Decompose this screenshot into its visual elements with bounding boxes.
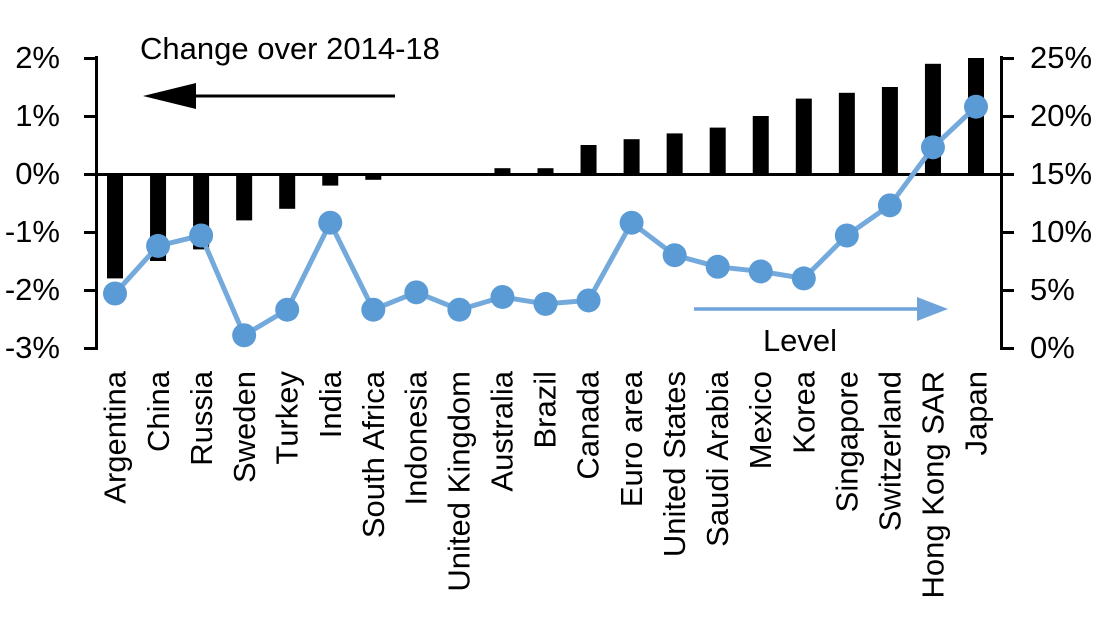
x-axis-label-Hong Kong SAR: Hong Kong SAR	[915, 371, 951, 599]
x-axis-label-Turkey: Turkey	[269, 371, 305, 465]
left-axis-tick-label: 0%	[15, 156, 60, 191]
line-marker-China	[146, 233, 171, 258]
line-marker-United States	[662, 243, 687, 268]
left-axis-tick-label: -2%	[4, 272, 60, 307]
line-marker-Canada	[576, 288, 601, 313]
line-marker-Australia	[490, 284, 515, 309]
bar-Sweden	[236, 174, 253, 221]
x-axis-label-India: India	[312, 371, 348, 439]
x-axis-label-Saudi Arabia: Saudi Arabia	[700, 371, 736, 547]
x-axis-label-United Kingdom: United Kingdom	[441, 371, 477, 592]
x-axis-label-Russia: Russia	[183, 371, 219, 466]
bar-Australia	[494, 168, 511, 174]
line-marker-South Africa	[361, 297, 386, 322]
right-series-title: Level	[762, 323, 838, 358]
right-axis-tick-label: 15%	[1030, 156, 1093, 191]
x-axis-label-South Africa: South Africa	[355, 371, 391, 539]
left-axis-tick-label: 1%	[15, 98, 60, 133]
line-marker-Japan	[964, 94, 988, 119]
right-axis-tick-label: 20%	[1030, 98, 1093, 133]
left-axis-tick-label: 2%	[15, 40, 60, 75]
left-axis-tick-label: -3%	[4, 330, 60, 365]
x-axis-label-Argentina: Argentina	[97, 371, 133, 504]
x-axis-label-Sweden: Sweden	[226, 371, 262, 484]
bar-Mexico	[752, 116, 769, 174]
right-axis-tick-label: 0%	[1030, 330, 1075, 365]
x-axis-label-China: China	[140, 371, 176, 452]
x-axis-label-Brazil: Brazil	[528, 371, 563, 449]
x-axis-label-Japan: Japan	[958, 371, 994, 456]
x-axis-label-Euro area: Euro area	[614, 371, 650, 508]
line-marker-Argentina	[103, 281, 127, 306]
bar-India	[322, 174, 339, 186]
line-marker-Mexico	[748, 259, 773, 284]
x-axis-label-Mexico: Mexico	[743, 371, 779, 470]
line-marker-Saudi Arabia	[705, 254, 730, 279]
bar-Argentina	[107, 174, 123, 279]
bar-Korea	[795, 98, 812, 174]
right-axis-tick-label: 5%	[1030, 272, 1075, 307]
line-marker-Russia	[189, 223, 214, 248]
bar-United States	[666, 133, 683, 174]
line-marker-Sweden	[232, 323, 257, 348]
line-marker-Korea	[791, 266, 816, 291]
line-marker-Turkey	[275, 297, 300, 322]
line-marker-Switzerland	[877, 193, 902, 218]
left-series-title: Change over 2014-18	[140, 31, 440, 66]
bar-South Africa	[365, 174, 382, 180]
right-axis-tick-label: 25%	[1030, 40, 1093, 75]
line-marker-Brazil	[533, 291, 558, 316]
x-axis-label-Indonesia: Indonesia	[398, 371, 434, 506]
x-axis-label-Australia: Australia	[484, 371, 520, 492]
line-marker-United Kingdom	[447, 297, 472, 322]
x-axis-label-Singapore: Singapore	[829, 371, 865, 513]
bar-Euro area	[623, 139, 640, 174]
line-marker-Hong Kong SAR	[920, 135, 945, 160]
line-marker-Indonesia	[404, 280, 429, 305]
bar-Singapore	[838, 92, 855, 174]
line-marker-India	[318, 210, 343, 235]
bar-Turkey	[279, 174, 296, 209]
right-axis-tick-label: 10%	[1030, 214, 1093, 249]
x-axis-label-United States: United States	[657, 371, 693, 558]
left-axis-tick-label: -1%	[4, 214, 60, 249]
x-axis-label-Switzerland: Switzerland	[872, 371, 908, 532]
bar-Canada	[580, 145, 597, 174]
bar-Switzerland	[881, 87, 898, 174]
line-marker-Singapore	[834, 223, 859, 248]
x-axis-label-Korea: Korea	[786, 371, 822, 454]
line-marker-Euro area	[619, 210, 644, 235]
bar-Saudi Arabia	[709, 127, 726, 174]
x-axis-label-Canada: Canada	[571, 371, 607, 480]
bar-Brazil	[537, 168, 554, 174]
